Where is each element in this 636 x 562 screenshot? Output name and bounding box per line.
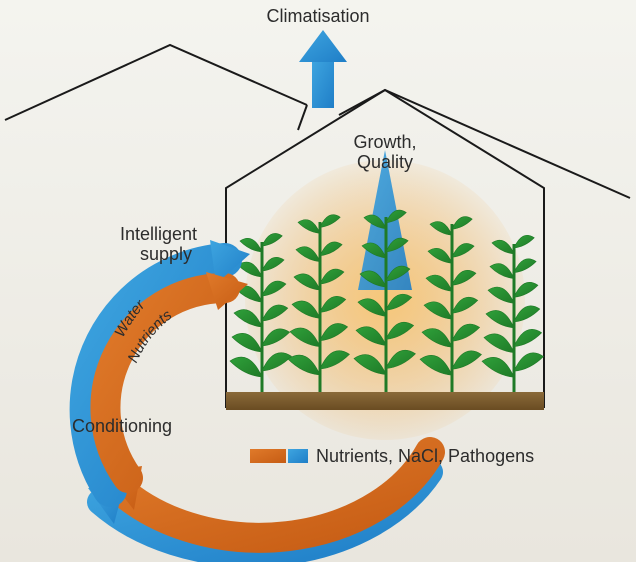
label-nutrients-out: Nutrients, NaCl, Pathogens — [316, 446, 534, 466]
greenhouse-diagram: Climatisation Growth, Quality Intelligen… — [0, 0, 636, 562]
label-growth: Growth, — [353, 132, 416, 152]
label-intelligent: Intelligent — [120, 224, 197, 244]
roof-vent-flap — [298, 105, 307, 130]
legend-swatch-orange — [250, 449, 286, 463]
label-conditioning: Conditioning — [72, 416, 172, 436]
label-climatisation: Climatisation — [266, 6, 369, 26]
climatisation-arrow — [299, 30, 347, 108]
label-quality: Quality — [357, 152, 413, 172]
label-supply: supply — [140, 244, 192, 264]
legend-swatch-blue — [288, 449, 308, 463]
